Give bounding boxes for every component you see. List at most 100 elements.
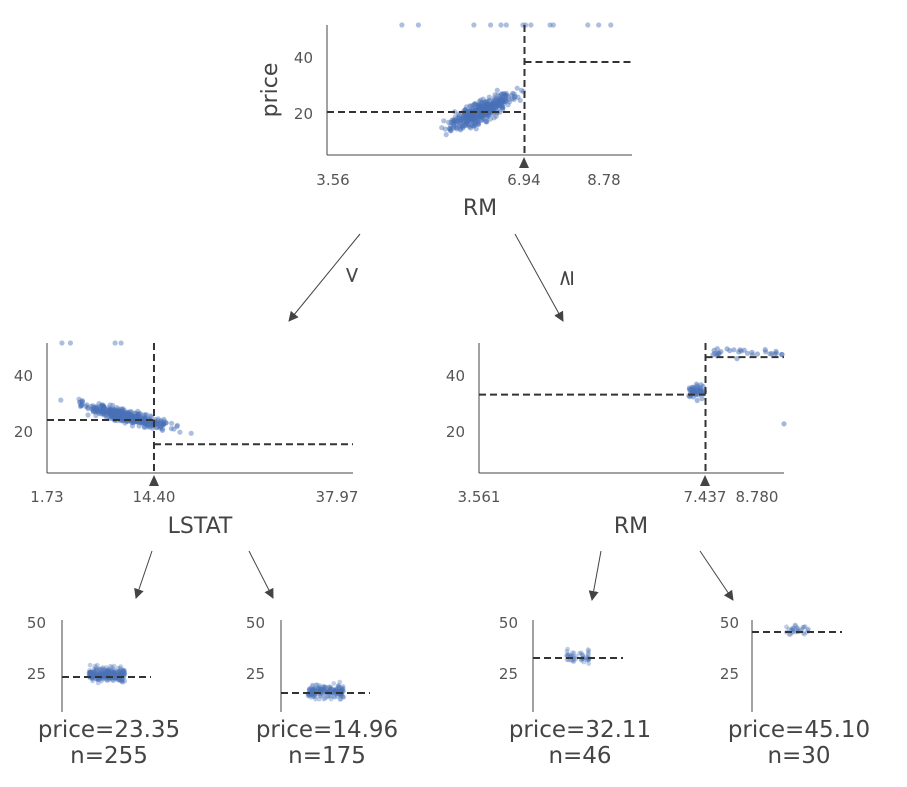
leaf-data-point	[319, 687, 325, 693]
root-data-point	[467, 113, 473, 119]
right-data-point	[686, 385, 693, 391]
root-data-point	[484, 112, 490, 118]
leaf-data-point	[311, 687, 317, 693]
root-data-point	[460, 120, 466, 126]
right-data-point	[699, 396, 705, 402]
left-data-point	[119, 410, 125, 417]
leaf-data-point	[340, 684, 346, 689]
root-data-point	[463, 121, 469, 127]
left-data-point	[113, 408, 119, 414]
left-data-point	[127, 414, 133, 421]
leaf-data-point	[328, 686, 334, 692]
left-data-point	[100, 404, 107, 410]
right-data-point	[716, 350, 722, 356]
root-data-point	[467, 103, 473, 109]
leaf-data-point	[321, 687, 327, 693]
leaf-data-point	[105, 672, 111, 678]
edge-right-leaf4	[699, 550, 734, 601]
left-data-point	[131, 414, 137, 420]
root-data-point	[481, 105, 487, 112]
leaf-data-point	[115, 669, 121, 674]
leaf-data-point	[117, 670, 123, 676]
leaf-data-point	[586, 648, 592, 654]
root-data-point	[489, 101, 495, 108]
left-data-point	[96, 406, 103, 412]
root-data-point	[467, 112, 474, 118]
root-data-point	[475, 103, 481, 109]
root-data-point	[488, 102, 495, 108]
left-data-point	[59, 340, 65, 346]
root-data-point	[468, 117, 474, 123]
left-data-point	[103, 410, 109, 416]
root-data-point	[484, 99, 490, 105]
leaf-data-point	[799, 626, 805, 632]
left-data-point	[90, 408, 96, 414]
leaf-data-point	[119, 672, 124, 677]
left-data-point	[158, 418, 164, 424]
left-data-point	[108, 410, 114, 416]
leaf-data-point	[87, 662, 93, 668]
leaf1-dots	[86, 662, 128, 686]
left-node: 40 20 1.73 14.40 37.97 LSTAT	[14, 340, 358, 539]
root-data-point	[488, 103, 494, 109]
leaf-data-point	[99, 670, 105, 676]
right-split-lines	[479, 343, 784, 473]
root-data-point	[467, 115, 473, 121]
left-data-point	[112, 340, 118, 346]
left-data-point	[156, 423, 162, 429]
leaf1-count: n=255	[70, 743, 148, 769]
leaf-data-point	[327, 684, 332, 690]
leaf-data-point	[306, 686, 312, 692]
left-data-point	[133, 414, 140, 420]
root-data-point	[475, 105, 481, 111]
leaf-data-point	[337, 679, 343, 685]
left-data-point	[113, 409, 119, 415]
root-data-point	[482, 106, 488, 113]
left-data-point	[103, 407, 109, 413]
left-data-point	[58, 397, 64, 403]
left-data-point	[157, 420, 163, 426]
leaf-data-point	[793, 623, 798, 629]
left-data-point	[117, 412, 123, 418]
root-data-point	[457, 118, 463, 124]
leaf-data-point	[337, 697, 343, 702]
root-data-point	[476, 102, 482, 108]
leaf-data-point	[579, 652, 585, 658]
left-data-point	[135, 411, 141, 417]
leaf-data-point	[121, 668, 127, 674]
root-data-point	[492, 101, 498, 107]
leaf-data-point	[90, 674, 96, 680]
left-data-point	[100, 406, 106, 412]
leaf-data-point	[112, 672, 118, 678]
leaf-data-point	[312, 694, 318, 700]
leaf-data-point	[92, 671, 98, 677]
root-data-point	[466, 114, 472, 121]
left-data-point	[160, 421, 166, 427]
leaf-data-point	[102, 671, 108, 677]
left-data-point	[117, 409, 123, 415]
leaf-data-point	[109, 669, 115, 675]
leaf-data-point	[336, 684, 341, 690]
root-data-point	[495, 92, 501, 98]
left-data-point	[95, 408, 101, 414]
left-data-point	[121, 410, 127, 416]
leaf-data-point	[317, 687, 323, 693]
root-data-point	[463, 122, 469, 128]
left-data-point	[110, 412, 116, 419]
root-data-point	[452, 119, 458, 125]
root-data-point	[472, 101, 478, 108]
left-data-point	[77, 399, 83, 405]
root-data-point	[468, 103, 474, 109]
leaf-data-point	[307, 688, 312, 693]
left-data-point	[140, 420, 146, 426]
root-data-point	[499, 99, 505, 105]
root-data-point	[476, 107, 482, 113]
leaf-data-point	[585, 650, 591, 656]
root-data-point	[500, 96, 506, 102]
left-data-point	[116, 408, 122, 414]
leaf-data-point	[91, 673, 96, 679]
root-data-point	[488, 106, 494, 112]
root-data-point	[473, 126, 479, 132]
root-data-point	[476, 108, 482, 114]
left-data-point	[129, 414, 135, 420]
